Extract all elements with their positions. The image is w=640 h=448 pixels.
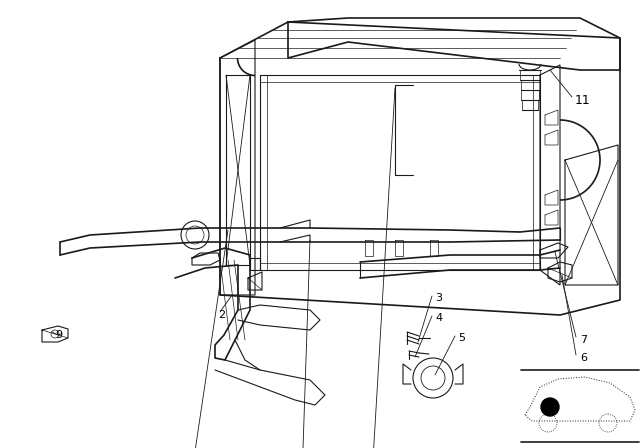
Text: 11: 11 bbox=[575, 94, 591, 107]
Text: 9: 9 bbox=[55, 330, 62, 340]
Text: 3: 3 bbox=[435, 293, 442, 303]
Circle shape bbox=[541, 398, 559, 416]
Text: 5: 5 bbox=[458, 333, 465, 343]
Text: 6: 6 bbox=[580, 353, 587, 363]
Text: 7: 7 bbox=[580, 335, 587, 345]
Text: 2: 2 bbox=[218, 310, 225, 320]
Text: 4: 4 bbox=[435, 313, 442, 323]
